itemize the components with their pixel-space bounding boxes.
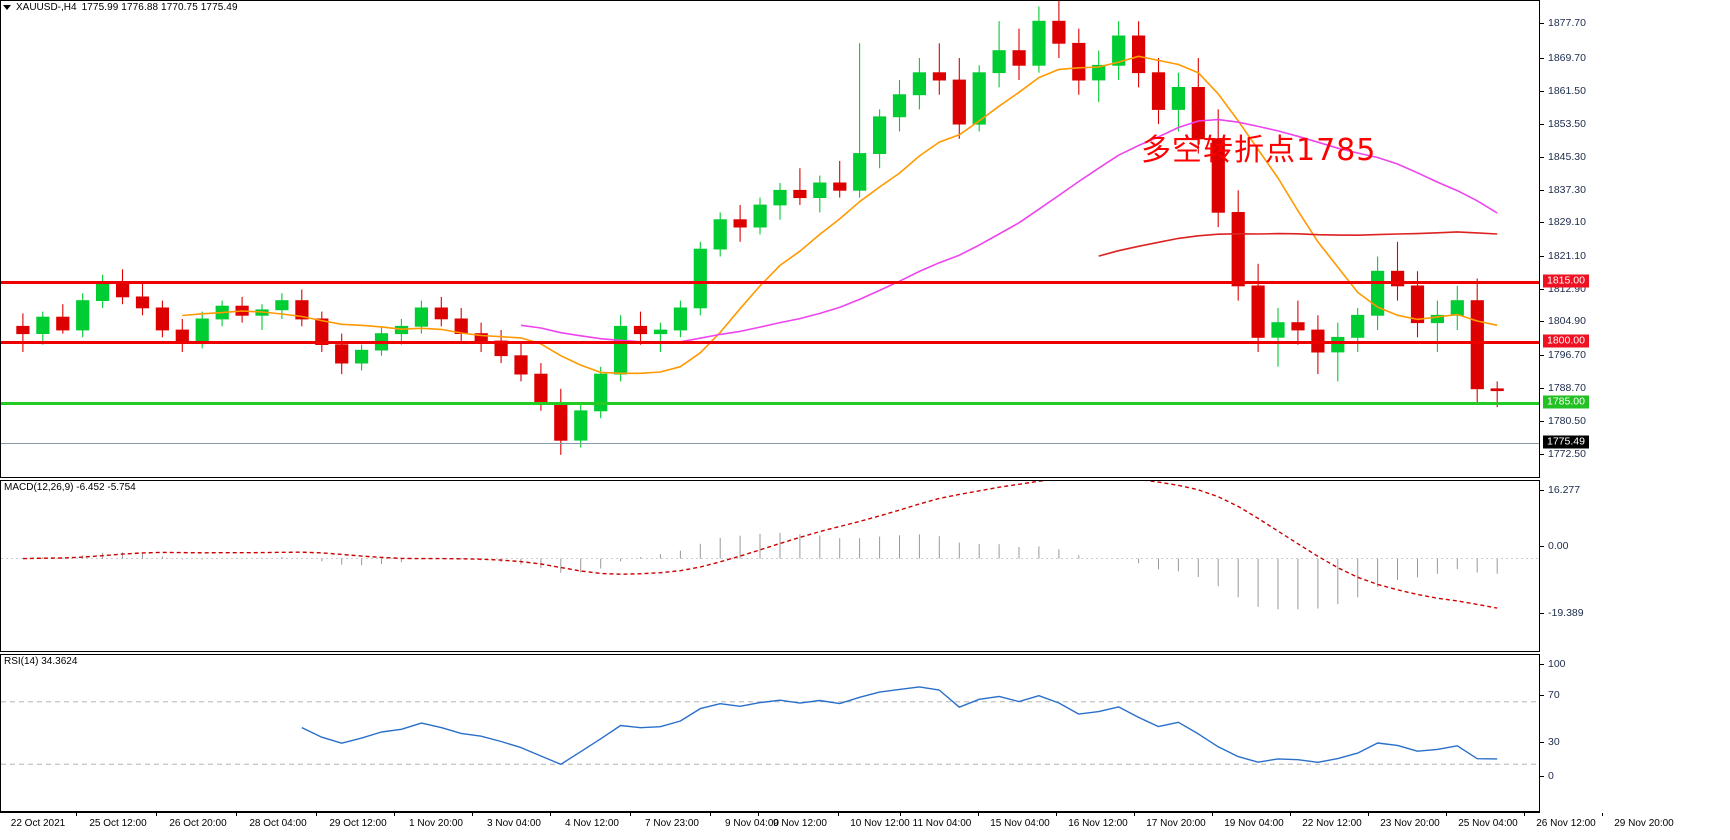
time-axis-tick (838, 813, 839, 816)
scale-tick: 1780.50 (1540, 415, 1586, 427)
time-axis-label: 10 Nov 12:00 (850, 818, 910, 829)
scale-tick: 1869.70 (1540, 52, 1586, 64)
macd-label: MACD(12,26,9) -6.452 -5.754 (4, 482, 136, 493)
time-axis-tick (1134, 813, 1135, 816)
analysis-annotation: 多空转折点1785 (1141, 133, 1377, 168)
macd-pane[interactable]: MACD(12,26,9) -6.452 -5.754 (0, 480, 1540, 652)
scale-tick: 1877.70 (1540, 17, 1586, 29)
scale-tick: 30 (1540, 736, 1560, 748)
time-axis-label: 28 Oct 04:00 (249, 818, 307, 829)
time-axis-label: 25 Nov 04:00 (1458, 818, 1518, 829)
time-axis[interactable]: 22 Oct 2021 25 Oct 12:00 26 Oct 20:00 28 Oc… (0, 812, 1674, 840)
price-plot: 多空转折点1785 (1, 1, 1539, 477)
time-axis-label: 11 Nov 04:00 (912, 818, 972, 829)
time-axis-label: 3 Nov 04:00 (487, 818, 541, 829)
time-axis-label: 23 Nov 20:00 (1380, 818, 1440, 829)
time-axis-tick (978, 813, 979, 816)
macd-plot: MACD(12,26,9) -6.452 -5.754 (1, 481, 1539, 651)
macd-chart-svg (1, 481, 1539, 610)
resistance-line-1800 (1, 341, 1539, 344)
scale-tick: 0 (1540, 770, 1554, 782)
rsi-label: RSI(14) 34.3624 (4, 656, 78, 667)
time-axis-tick (1524, 813, 1525, 816)
scale-tick: 100 (1540, 658, 1566, 670)
time-axis-label: 29 Nov 20:00 (1614, 818, 1674, 829)
rsi-scale[interactable]: 100 70 30 0 (1540, 654, 1730, 812)
time-axis-label: 9 Nov 12:00 (773, 818, 827, 829)
scale-tick: 1837.30 (1540, 184, 1586, 196)
resistance-line-1815 (1, 281, 1539, 284)
symbol-quote-bar: XAUUSD-,H4 1775.99 1776.88 1770.75 1775.… (0, 0, 238, 14)
scale-tick: 16.277 (1540, 484, 1580, 496)
time-axis-tick (1602, 813, 1603, 816)
time-axis-label: 19 Nov 04:00 (1224, 818, 1284, 829)
price-pane[interactable]: 多空转折点1785 (0, 0, 1540, 478)
rsi-chart-svg (1, 686, 1539, 765)
time-axis-tick (76, 813, 77, 816)
time-axis-label: 26 Oct 20:00 (169, 818, 227, 829)
time-axis-label: 25 Oct 12:00 (89, 818, 147, 829)
time-axis-tick (236, 813, 237, 816)
symbol-label: XAUUSD-,H4 (16, 1, 77, 13)
scale-tick: 1829.10 (1540, 216, 1586, 228)
scale-price-badge: 1785.00 (1543, 395, 1589, 409)
scale-price-badge: 1775.49 (1543, 435, 1589, 449)
time-axis-label: 4 Nov 12:00 (565, 818, 619, 829)
triangle-down-icon[interactable] (3, 4, 11, 10)
time-axis-label: 29 Oct 12:00 (329, 818, 387, 829)
price-chart-svg (16, 1, 1504, 455)
macd-scale[interactable]: 16.277 0.00 -19.389 (1540, 480, 1730, 652)
time-axis-tick (630, 813, 631, 816)
rsi-pane[interactable]: RSI(14) 34.3624 (0, 654, 1540, 812)
time-axis-label: 9 Nov 04:00 (725, 818, 779, 829)
time-axis-label: 22 Nov 12:00 (1302, 818, 1362, 829)
time-axis-tick (550, 813, 551, 816)
scale-tick: 1804.90 (1540, 315, 1586, 327)
time-axis-label: 17 Nov 20:00 (1146, 818, 1206, 829)
scale-tick: 0.00 (1540, 540, 1568, 552)
time-axis-tick (156, 813, 157, 816)
time-axis-tick (758, 813, 759, 816)
rsi-plot: RSI(14) 34.3624 (1, 655, 1539, 811)
time-axis-tick (1212, 813, 1213, 816)
support-line-1785 (1, 402, 1539, 405)
time-axis-label: 7 Nov 23:00 (645, 818, 699, 829)
time-axis-tick (394, 813, 395, 816)
time-axis-label: 15 Nov 04:00 (990, 818, 1050, 829)
scale-price-badge: 1815.00 (1543, 274, 1589, 288)
time-axis-label: 16 Nov 12:00 (1068, 818, 1128, 829)
time-axis-tick (710, 813, 711, 816)
scale-tick: 1796.70 (1540, 349, 1586, 361)
ohlc-values: 1775.99 1776.88 1770.75 1775.49 (81, 1, 238, 13)
time-axis-tick (1446, 813, 1447, 816)
scale-tick: 1861.50 (1540, 85, 1586, 97)
time-axis-tick (1290, 813, 1291, 816)
time-axis-tick (1368, 813, 1369, 816)
scale-tick: 1812.90 (1540, 283, 1586, 295)
last-price-line (1, 443, 1539, 444)
scale-tick: -19.389 (1540, 607, 1584, 619)
scale-tick: 1772.50 (1540, 448, 1586, 460)
scale-tick: 1853.50 (1540, 118, 1586, 130)
scale-tick: 1821.10 (1540, 250, 1586, 262)
time-axis-label: 26 Nov 12:00 (1536, 818, 1596, 829)
scale-price-badge: 1800.00 (1543, 334, 1589, 348)
price-scale[interactable]: 1877.70 1869.70 1861.50 1853.50 1845.30 1837.… (1540, 0, 1730, 525)
scale-tick: 1845.30 (1540, 151, 1586, 163)
time-axis-tick (900, 813, 901, 816)
time-axis-tick (316, 813, 317, 816)
scale-tick: 1788.70 (1540, 382, 1586, 394)
time-axis-tick (472, 813, 473, 816)
scale-tick: 70 (1540, 689, 1560, 701)
time-axis-tick (1056, 813, 1057, 816)
time-axis-label: 22 Oct 2021 (10, 818, 66, 829)
time-axis-label: 1 Nov 20:00 (409, 818, 463, 829)
